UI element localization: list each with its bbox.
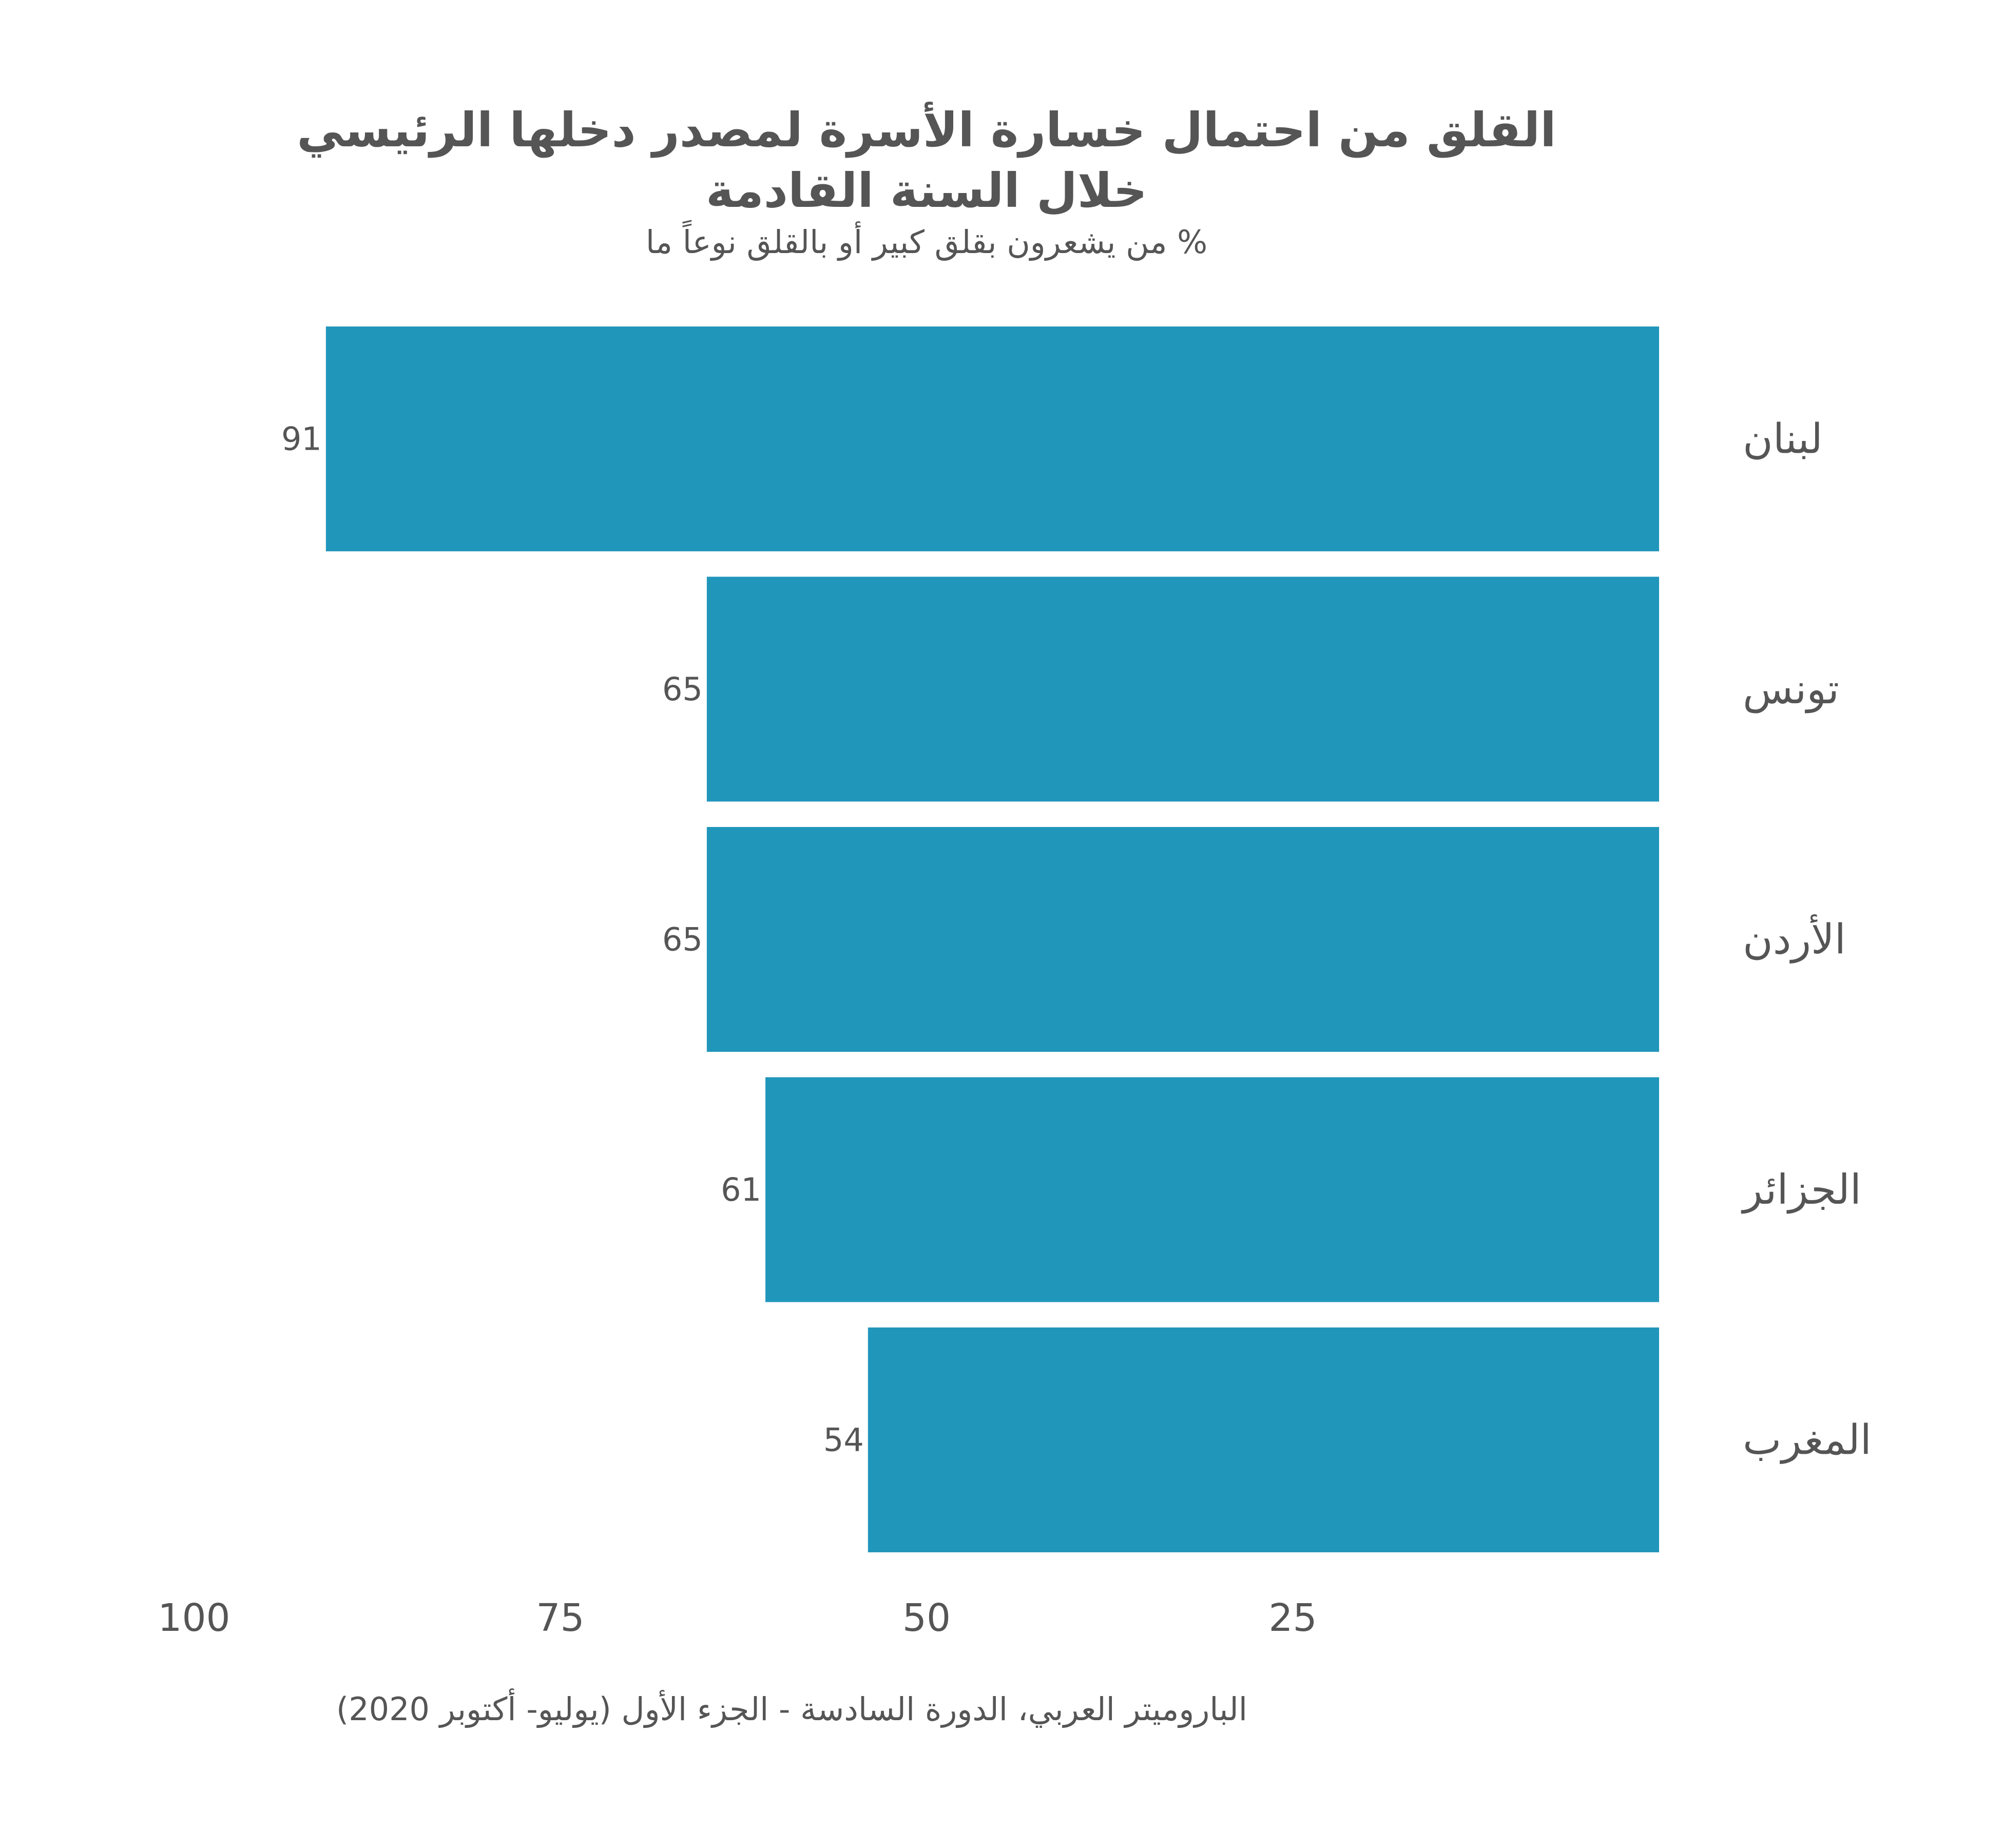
- category-label: تونس: [1743, 665, 1839, 714]
- bars-layer: [325, 326, 1660, 1552]
- category-label: الجزائر: [1741, 1166, 1861, 1214]
- bar-value-label: 54: [823, 1421, 864, 1459]
- bar-5: [868, 1327, 1659, 1552]
- category-label: المغرب: [1743, 1416, 1872, 1465]
- bar-4: [765, 1077, 1659, 1302]
- chart-subtitle: % من يشعرون بقلق كبير أو بالقلق نوعاً ما: [645, 223, 1208, 261]
- x-tick-label: 50: [902, 1596, 951, 1640]
- chart-title-line-1: القلق من احتمال خسارة الأسرة لمصدر دخلها…: [297, 103, 1556, 158]
- category-label: الأردن: [1743, 914, 1846, 964]
- bar-value-label: 61: [721, 1171, 761, 1208]
- bar-value-label: 65: [662, 670, 703, 708]
- value-labels-layer: 91 65 65 61 54: [281, 420, 864, 1459]
- x-tick-label: 25: [1268, 1596, 1317, 1640]
- category-label: لبنان: [1743, 415, 1823, 463]
- x-tick-label: 75: [536, 1596, 584, 1640]
- x-axis-ticks: 100 75 50 25: [158, 1596, 1317, 1640]
- chart-title: القلق من احتمال خسارة الأسرة لمصدر دخلها…: [0, 100, 1853, 221]
- bar-2: [706, 576, 1659, 802]
- bar-1: [325, 326, 1660, 551]
- bar-3: [706, 827, 1659, 1052]
- category-labels-layer: لبنان تونس الأردن الجزائر المغرب: [1741, 415, 1872, 1465]
- bar-value-label: 91: [281, 420, 322, 458]
- x-tick-label: 100: [158, 1596, 230, 1640]
- chart-title-line-2: خلال السنة القادمة: [706, 163, 1147, 218]
- source-caption: الباروميتر العربي، الدورة السادسة - الجز…: [336, 1690, 1247, 1728]
- bar-value-label: 65: [662, 921, 703, 958]
